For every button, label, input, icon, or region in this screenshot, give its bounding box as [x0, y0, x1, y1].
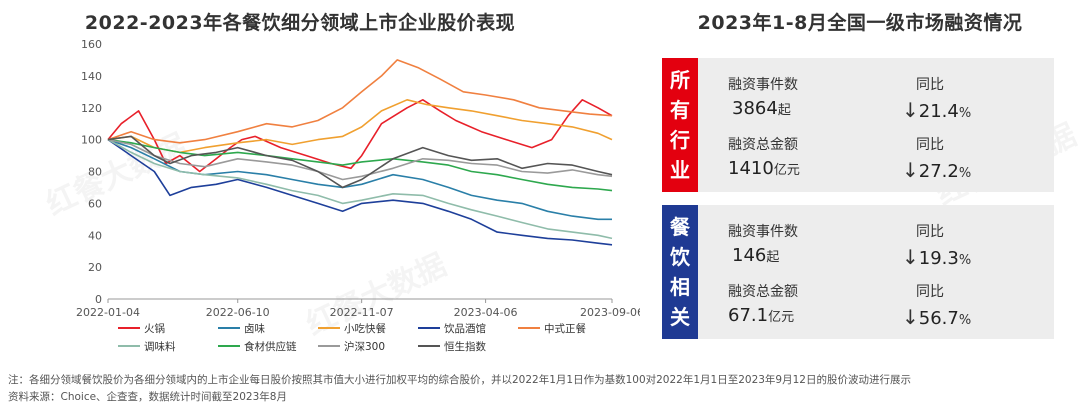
count-yoy-label: 同比: [916, 77, 944, 93]
series-line: [107, 99, 613, 154]
amount-yoy-value: ↓56.7%: [902, 305, 972, 329]
legend-label: 饮品酒馆: [444, 322, 486, 335]
y-tick-label: 60: [88, 197, 102, 210]
series-line: [107, 138, 613, 240]
y-tick-label: 80: [88, 166, 102, 179]
series-line: [107, 138, 613, 246]
series-line: [107, 138, 613, 181]
series-line: [107, 135, 613, 189]
legend-label: 恒生指数: [444, 340, 486, 353]
footer-notes: 注：各细分领域餐饮股价为各细分领域内的上市企业每日股价按照其市值大小进行加权平均…: [8, 372, 1078, 406]
legend-label: 卤味: [244, 322, 265, 335]
amount-yoy-label: 同比: [916, 137, 944, 153]
y-tick-label: 100: [81, 134, 102, 147]
panel-all-industry: 所有行业融资事件数 3864起 同比 ↓21.4% 融资总金额 1410亿元 同比 ↓27.2…: [662, 58, 1054, 192]
panel-catering: 餐饮相关融资事件数 146起 同比 ↓19.3% 融资总金额 67.1亿元 同比 ↓56.7%: [662, 205, 1054, 339]
chart-title: 2022-2023年各餐饮细分领域上市企业股价表现: [84, 12, 516, 34]
panel-stats-box: 融资事件数 3864起 同比 ↓21.4% 融资总金额 1410亿元 同比 ↓27.2%: [698, 58, 1054, 192]
amount-label: 融资总金额: [728, 284, 798, 300]
series-line: [107, 59, 613, 144]
y-tick-label: 120: [81, 102, 102, 115]
y-tick-label: 160: [81, 38, 102, 51]
legend-label: 食材供应链: [244, 340, 297, 353]
amount-value: 1410亿元: [728, 158, 800, 179]
count-yoy-label: 同比: [916, 224, 944, 240]
amount-label: 融资总金额: [728, 137, 798, 153]
count-yoy-value: ↓19.3%: [902, 245, 972, 269]
series-line: [107, 138, 613, 192]
count-yoy-value: ↓21.4%: [902, 98, 972, 122]
panel-label-char: 餐: [670, 215, 690, 239]
y-tick-label: 0: [95, 293, 102, 306]
x-tick-label: 2023-09-06: [580, 306, 640, 319]
series-lines: [107, 59, 613, 246]
legend-label: 小吃快餐: [344, 322, 386, 335]
panel-vertical-label: 餐饮相关: [662, 205, 698, 339]
amount-yoy-value: ↓27.2%: [902, 158, 972, 182]
legend-label: 调味料: [144, 340, 176, 353]
amount-value: 67.1亿元: [728, 305, 795, 326]
y-tick-label: 20: [88, 261, 102, 274]
count-value: 146起: [732, 245, 780, 266]
count-value: 3864起: [732, 98, 791, 119]
amount-yoy-label: 同比: [916, 284, 944, 300]
chart-axes: 0 20 40 60 80 100 120 140 160 2022-01-04 2022-06-1…: [76, 38, 640, 319]
y-tick-label: 40: [88, 229, 102, 242]
panel-label-char: 所: [670, 68, 690, 92]
x-tick-label: 2022-06-10: [206, 306, 270, 319]
panel-label-char: 饮: [670, 245, 690, 269]
panel-label-char: 业: [670, 158, 690, 182]
x-tick-label: 2022-11-07: [330, 306, 394, 319]
panel-label-char: 有: [670, 98, 690, 122]
panel-vertical-label: 所有行业: [662, 58, 698, 192]
x-tick-label: 2022-01-04: [76, 306, 140, 319]
count-label: 融资事件数: [728, 77, 798, 93]
count-label: 融资事件数: [728, 224, 798, 240]
financing-title: 2023年1-8月全国一级市场融资情况: [697, 12, 1023, 34]
panel-label-char: 关: [670, 305, 690, 329]
y-tick-label: 140: [81, 70, 102, 83]
series-line: [107, 99, 613, 173]
legend-label: 中式正餐: [544, 322, 586, 335]
x-tick-label: 2023-04-06: [454, 306, 518, 319]
panel-label-char: 相: [670, 275, 690, 299]
legend-label: 火锅: [144, 323, 165, 335]
panel-label-char: 行: [670, 128, 690, 152]
legend-label: 沪深300: [344, 340, 385, 353]
footer-source: 资料来源：Choice、企查查，数据统计时间截至2023年8月: [8, 391, 287, 403]
panel-stats-box: 融资事件数 146起 同比 ↓19.3% 融资总金额 67.1亿元 同比 ↓56.7%: [698, 205, 1054, 339]
footer-note: 注：各细分领域餐饮股价为各细分领域内的上市企业每日股价按照其市值大小进行加权平均…: [8, 374, 911, 386]
stock-line-chart: 0 20 40 60 80 100 120 140 160 2022-01-04 2022-06-1…: [76, 38, 640, 353]
